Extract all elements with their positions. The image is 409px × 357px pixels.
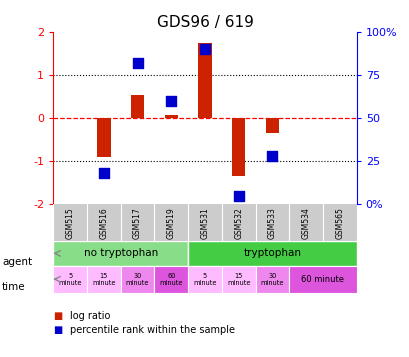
Bar bbox=[97, 118, 110, 157]
Text: ■: ■ bbox=[53, 325, 63, 335]
Text: ■: ■ bbox=[53, 311, 63, 321]
Point bbox=[235, 193, 241, 198]
Point bbox=[201, 46, 208, 52]
Point bbox=[268, 153, 275, 159]
Text: log ratio: log ratio bbox=[70, 311, 110, 321]
Bar bbox=[120, 266, 154, 293]
Bar bbox=[164, 115, 178, 118]
Text: GSM534: GSM534 bbox=[301, 207, 310, 238]
Text: GSM515: GSM515 bbox=[65, 207, 74, 238]
Text: 15
minute: 15 minute bbox=[92, 273, 115, 286]
Text: percentile rank within the sample: percentile rank within the sample bbox=[70, 325, 234, 335]
Bar bbox=[188, 266, 221, 293]
Text: 5
minute: 5 minute bbox=[58, 273, 82, 286]
Title: GDS96 / 619: GDS96 / 619 bbox=[156, 15, 253, 30]
Bar bbox=[53, 266, 87, 293]
Point bbox=[134, 60, 141, 66]
Bar bbox=[198, 43, 211, 118]
Text: GSM533: GSM533 bbox=[267, 207, 276, 238]
Text: time: time bbox=[2, 282, 26, 292]
Bar bbox=[221, 266, 255, 293]
Bar bbox=[289, 266, 356, 293]
Text: GSM532: GSM532 bbox=[234, 207, 243, 238]
Text: agent: agent bbox=[2, 257, 32, 267]
Text: no tryptophan: no tryptophan bbox=[83, 248, 157, 258]
Point bbox=[168, 98, 174, 104]
Point bbox=[100, 170, 107, 176]
Text: tryptophan: tryptophan bbox=[243, 248, 301, 258]
Text: GSM519: GSM519 bbox=[166, 207, 175, 238]
Bar bbox=[265, 118, 279, 133]
Text: 30
minute: 30 minute bbox=[126, 273, 149, 286]
Bar bbox=[87, 266, 120, 293]
Text: 30
minute: 30 minute bbox=[260, 273, 283, 286]
Text: 15
minute: 15 minute bbox=[227, 273, 250, 286]
Text: GSM531: GSM531 bbox=[200, 207, 209, 238]
Bar bbox=[188, 241, 356, 266]
Text: GSM516: GSM516 bbox=[99, 207, 108, 238]
Bar bbox=[53, 241, 188, 266]
Bar bbox=[154, 266, 188, 293]
Bar bbox=[255, 266, 289, 293]
Text: GSM565: GSM565 bbox=[335, 207, 344, 238]
Bar bbox=[130, 95, 144, 118]
Text: 60
minute: 60 minute bbox=[159, 273, 182, 286]
Text: GSM517: GSM517 bbox=[133, 207, 142, 238]
Text: 60 minute: 60 minute bbox=[301, 275, 344, 284]
Text: 5
minute: 5 minute bbox=[193, 273, 216, 286]
Bar bbox=[231, 118, 245, 176]
